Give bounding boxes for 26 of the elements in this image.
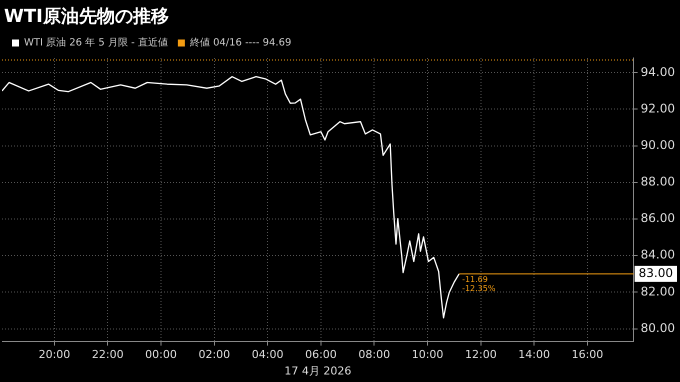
y-tick-label: 90.00	[640, 138, 676, 152]
y-tick-label: 84.00	[640, 248, 676, 262]
y-tick-label: 86.00	[640, 211, 676, 226]
x-tick-label: 12:00	[464, 348, 497, 362]
x-tick-label: 20:00	[38, 348, 70, 362]
x-tick-label: 22:00	[92, 348, 124, 362]
x-tick-label: 00:00	[145, 348, 177, 362]
x-tick-label: 02:00	[198, 348, 230, 362]
ref-line-label: 83.00	[638, 266, 674, 280]
y-tick-label: 94.00	[640, 64, 676, 79]
x-tick-label: 16:00	[572, 348, 604, 362]
x-tick-label: 08:00	[358, 348, 390, 362]
x-tick-label: 06:00	[305, 348, 337, 362]
legend-label: WTI 原油 26 年 5 月限 - 直近値	[24, 36, 168, 49]
x-tick-label: 10:00	[412, 348, 444, 362]
chart-title: WTI原油先物の推移	[3, 5, 170, 28]
y-tick-label: 82.00	[640, 284, 676, 298]
x-tick-label: 14:00	[518, 348, 550, 362]
y-tick-label: 92.00	[640, 101, 676, 116]
annotation: -12.35%	[462, 284, 496, 293]
legend-label: 終値 04/16 ---- 94.69	[188, 36, 292, 49]
x-axis-title: 17 4月 2026	[284, 364, 352, 378]
x-tick-label: 04:00	[252, 348, 284, 362]
y-tick-label: 88.00	[640, 174, 676, 189]
y-tick-label: 80.00	[640, 320, 676, 335]
annotation: -11.69	[462, 274, 488, 284]
